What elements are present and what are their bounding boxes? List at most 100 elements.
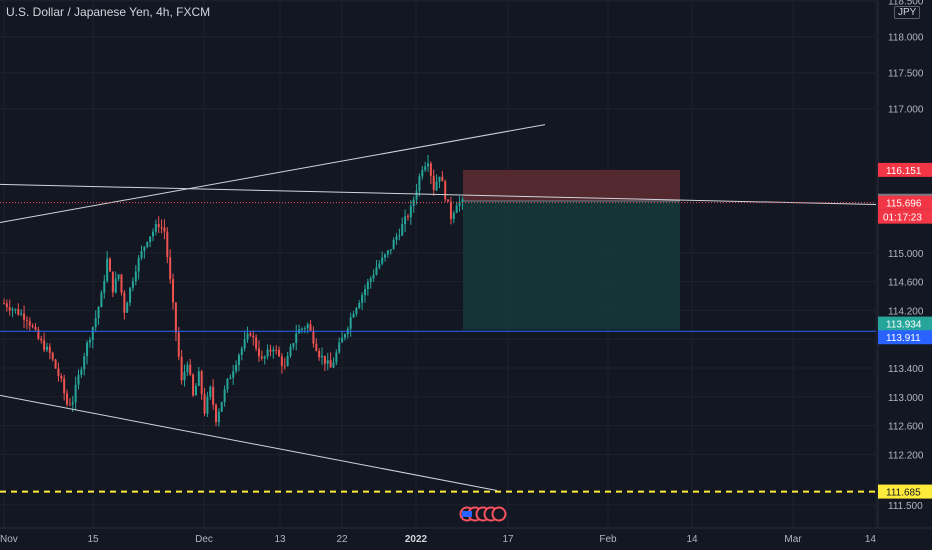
candle-body: [25, 319, 28, 321]
candle-body: [289, 346, 292, 356]
candle-body: [206, 396, 209, 414]
candle-body: [452, 212, 455, 220]
candle-body: [77, 374, 80, 385]
candle-body: [109, 258, 112, 272]
candle-body: [372, 274, 375, 279]
candle-body: [48, 346, 51, 353]
line-label-box: [878, 330, 932, 345]
candle-body: [215, 404, 218, 423]
price-tick-label: 115.000: [888, 249, 924, 260]
candle-body: [86, 342, 89, 357]
candle-body: [232, 371, 235, 378]
candle-body: [146, 242, 149, 247]
candle-body: [438, 176, 441, 182]
candle-body: [17, 309, 20, 315]
candle-body: [326, 360, 329, 364]
candle-body: [180, 356, 183, 381]
candle-body: [126, 302, 129, 313]
candle-body: [229, 377, 232, 379]
candle-body: [263, 356, 266, 359]
candle-body: [163, 227, 166, 232]
candle-body: [54, 359, 57, 369]
candle-body: [312, 330, 315, 344]
price-label-box: [878, 162, 932, 177]
candle-body: [246, 333, 249, 340]
candle-body: [100, 292, 103, 308]
candle-body: [63, 378, 66, 394]
price-tick-label: 113.000: [888, 393, 924, 404]
line-label: 111.685: [886, 488, 921, 499]
price-tick-label: 117.500: [888, 69, 924, 80]
candle-body: [68, 404, 71, 406]
candle-body: [441, 176, 444, 182]
candle-body: [166, 231, 169, 258]
price-tick-label: 113.400: [888, 364, 924, 375]
candle-body: [172, 279, 175, 303]
candle-body: [415, 190, 418, 200]
candle-body: [212, 386, 215, 405]
candle-body: [51, 352, 54, 360]
candle-body: [432, 175, 435, 191]
candle-body: [151, 231, 154, 237]
candle-body: [418, 176, 421, 191]
candle-body: [338, 342, 341, 353]
candle-body: [197, 371, 200, 386]
candle-body: [343, 334, 346, 338]
time-tick-label: 2022: [405, 534, 428, 545]
candle-body: [200, 371, 203, 395]
time-tick-label: 17: [502, 534, 514, 545]
candle-body: [295, 333, 298, 344]
candle-body: [306, 324, 309, 329]
candle-body: [455, 205, 458, 213]
candle-body: [286, 355, 289, 366]
candle-body: [160, 227, 163, 229]
candle-body: [120, 274, 123, 293]
candle-body: [349, 317, 352, 329]
candle-body: [149, 236, 152, 243]
candle-body: [177, 332, 180, 357]
time-tick-label: 13: [274, 534, 286, 545]
candle-body: [11, 309, 14, 311]
price-tick-label: 118.000: [888, 33, 924, 44]
countdown-label: 01:17:23: [883, 213, 922, 224]
candle-body: [300, 328, 303, 330]
candle-body: [375, 267, 378, 275]
candle-body: [461, 199, 464, 203]
candle-body: [363, 289, 366, 295]
candle-body: [174, 302, 177, 333]
candle-body: [318, 350, 321, 358]
currency-badge[interactable]: JPY: [894, 6, 921, 19]
candle-body: [255, 337, 258, 349]
price-tick-label: 112.200: [888, 450, 924, 461]
line-label-box: [878, 316, 932, 331]
time-axis: [0, 528, 932, 550]
price-tick-label: 111.500: [888, 501, 923, 512]
candle-body: [335, 352, 338, 363]
candle-body: [97, 307, 100, 319]
line-label-box: [878, 484, 932, 499]
candle-body: [369, 278, 372, 282]
candle-body: [114, 278, 117, 293]
candle-body: [292, 343, 295, 347]
candle-body: [226, 378, 229, 390]
candle-body: [154, 224, 157, 232]
candle-body: [74, 384, 77, 403]
flag-icon: [462, 511, 472, 517]
candle-body: [88, 339, 91, 343]
candle-body: [237, 354, 240, 365]
candle-body: [321, 355, 324, 358]
candle-body: [194, 385, 197, 396]
candle-body: [395, 236, 398, 241]
candle-body: [427, 163, 430, 167]
time-tick-label: Nov: [0, 534, 18, 545]
take-profit-zone: [463, 200, 680, 330]
price-tick-label: 117.000: [888, 105, 924, 116]
candle-body: [283, 365, 286, 367]
candle-body: [80, 369, 83, 375]
candle-body: [361, 294, 364, 303]
price-label: 116.151: [886, 166, 922, 177]
candle-body: [209, 386, 212, 397]
candle-body: [45, 346, 48, 351]
line-label: 113.911: [886, 333, 921, 344]
